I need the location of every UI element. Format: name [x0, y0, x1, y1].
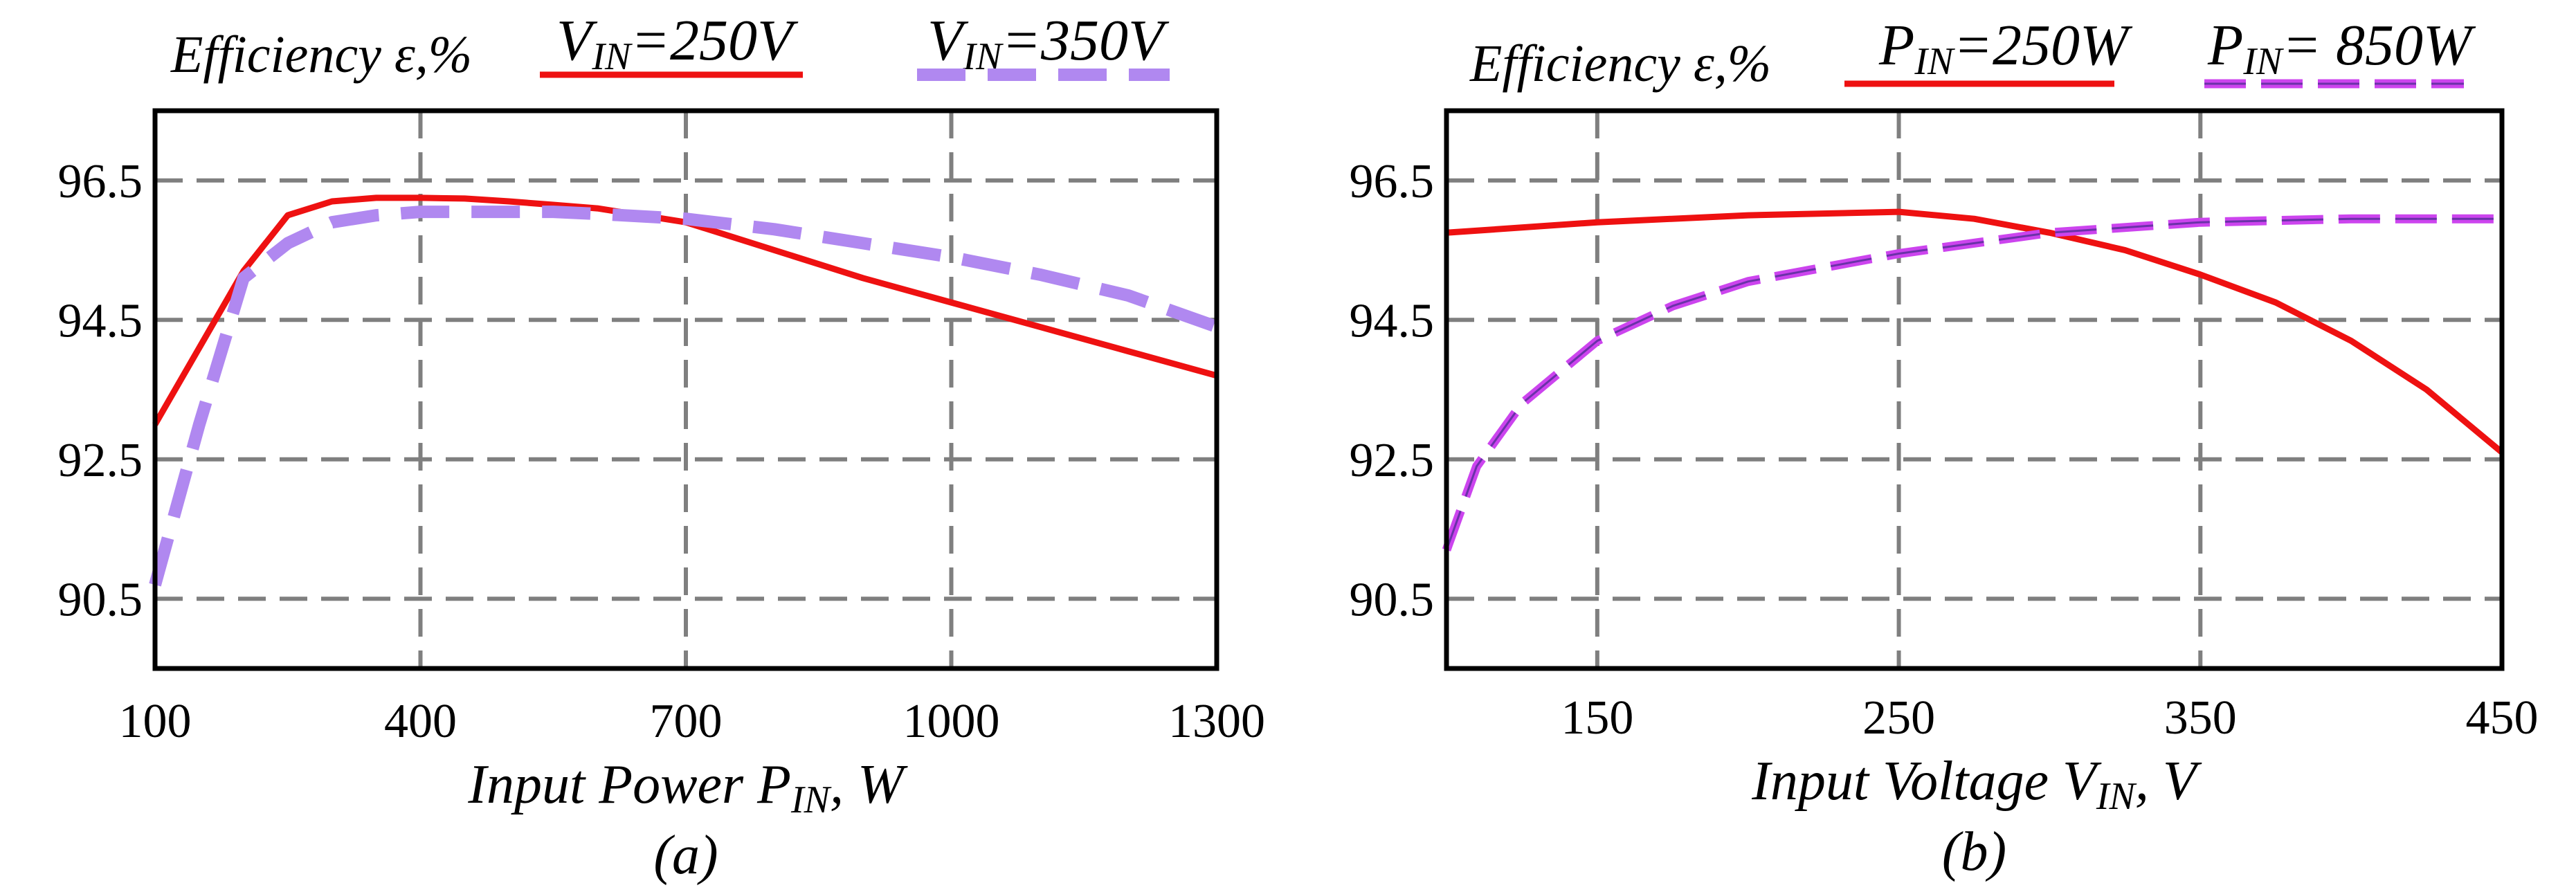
legend-label-rest: = 850W	[2282, 13, 2476, 78]
legend-label-rest: =350V	[1001, 8, 1170, 73]
series-line-core	[1445, 217, 2502, 551]
x-tick-label: 1300	[1168, 695, 1265, 748]
legend-label-rest: =250W	[1953, 13, 2133, 78]
series-line	[152, 194, 1218, 426]
x-axis-label-sub: IN	[2096, 775, 2137, 818]
series-dashed-double	[1442, 214, 2502, 552]
legend-entry: VIN=250V	[540, 8, 803, 78]
chart-title: Efficiency ε,%	[170, 26, 472, 84]
series-line	[149, 206, 1219, 587]
x-axis-label: Input Voltage VIN, V	[1751, 751, 2202, 818]
y-tick-label: 94.5	[1350, 294, 1435, 347]
y-tick-label: 92.5	[58, 434, 143, 487]
legend-entry: PIN= 850W	[2204, 13, 2476, 89]
x-axis-label-main: Input Voltage V	[1751, 751, 2102, 812]
x-tick-label: 100	[119, 695, 192, 748]
series-line	[1442, 214, 2502, 552]
legend-label-main: V	[556, 8, 598, 73]
series-line	[1446, 208, 2504, 455]
series-solid	[152, 194, 1218, 426]
x-tick-label: 700	[650, 695, 723, 748]
x-axis-label-rest: , W	[830, 754, 908, 815]
plot-frame	[152, 108, 1219, 671]
legend-entry: PIN=250W	[1844, 13, 2133, 87]
x-axis-label-main: Input Power P	[467, 754, 791, 815]
legend-label-main: P	[1878, 13, 1914, 78]
legend-label: PIN= 850W	[2207, 13, 2476, 83]
legend-label-rest: =250V	[631, 8, 799, 73]
x-axis-label-sub: IN	[790, 779, 832, 821]
plot-frame	[1444, 108, 2505, 671]
x-axis-label-rest: , V	[2135, 751, 2202, 812]
x-tick-label: 450	[2466, 691, 2539, 745]
y-tick-label: 96.5	[1350, 155, 1435, 208]
x-tick-label: 250	[1862, 691, 1935, 745]
legend-label-sub: IN	[1914, 40, 1955, 83]
panel-caption: (a)	[653, 825, 718, 886]
y-tick-label: 94.5	[58, 294, 143, 347]
legend-label: VIN=350V	[927, 8, 1170, 78]
series-solid	[1446, 208, 2504, 455]
y-tick-label: 90.5	[1350, 573, 1435, 626]
x-axis-label: Input Power PIN, W	[467, 754, 908, 821]
legend-entry: VIN=350V	[917, 8, 1170, 81]
x-tick-label: 350	[2164, 691, 2237, 745]
legend-label-main: P	[2207, 13, 2243, 78]
chart-title: Efficiency ε,%	[1469, 35, 1771, 93]
y-tick-label: 90.5	[58, 573, 143, 626]
x-tick-label: 150	[1561, 691, 1633, 745]
legend-label: VIN=250V	[556, 8, 799, 78]
legend-label-main: V	[927, 8, 969, 73]
legend-label-sub: IN	[2242, 40, 2284, 83]
legend-label-sub: IN	[591, 35, 633, 78]
series-dashed	[149, 206, 1219, 587]
y-tick-label: 92.5	[1350, 434, 1435, 487]
panel-caption: (b)	[1942, 821, 2006, 882]
x-tick-label: 1000	[903, 695, 1000, 748]
y-tick-label: 96.5	[58, 155, 143, 208]
legend-label: PIN=250W	[1878, 13, 2133, 83]
x-tick-label: 400	[384, 695, 457, 748]
